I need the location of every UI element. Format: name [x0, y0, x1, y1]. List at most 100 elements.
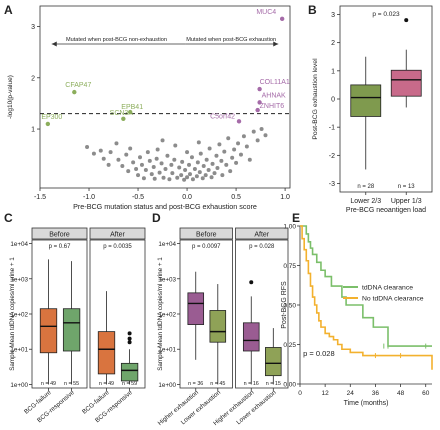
data-point	[224, 162, 229, 167]
data-point	[238, 152, 243, 157]
data-point	[161, 175, 166, 180]
box-c-1-1-box	[120, 362, 139, 382]
data-point	[188, 172, 192, 177]
data-point	[255, 138, 260, 143]
x-tick-label: 12	[322, 390, 330, 397]
y-axis-label: Sample Mean tdDNA copies/ml urine + 1	[9, 257, 16, 371]
point-label: EPB41	[121, 104, 143, 111]
group-n: n = 13	[398, 184, 416, 190]
data-point	[236, 141, 241, 146]
labeled-point	[257, 86, 262, 92]
y-tick-label: 1	[31, 127, 35, 134]
data-point	[154, 156, 159, 161]
data-point	[131, 160, 136, 165]
facet-strip-label: After	[110, 232, 125, 239]
p-value: p = 0.028	[249, 244, 275, 250]
y-tick-label: 0	[331, 97, 335, 104]
facet-strip-label: Before	[196, 232, 217, 239]
data-point	[244, 144, 249, 149]
data-point	[251, 129, 256, 134]
facet-frame	[31, 239, 88, 389]
data-point	[219, 158, 224, 163]
data-point	[197, 170, 202, 175]
y-tick-label: 1	[331, 68, 335, 75]
data-point	[210, 161, 215, 166]
data-point	[143, 168, 148, 173]
data-point	[85, 144, 90, 149]
labeled-point	[121, 116, 126, 121]
x-tick-label: -1.0	[83, 194, 95, 201]
data-point	[152, 176, 157, 181]
x-tick-label: -0.5	[132, 194, 144, 201]
labeled-point	[279, 16, 285, 22]
data-point	[212, 171, 217, 176]
panel-letter-C: C	[4, 211, 13, 225]
labeled-point	[127, 109, 133, 115]
data-point	[124, 152, 129, 157]
data-point	[157, 170, 162, 175]
y-tick-label: 1e+03	[158, 276, 176, 283]
labeled-point	[255, 107, 260, 113]
data-point	[207, 146, 212, 151]
data-point	[172, 157, 177, 162]
y-tick-label: 1e+00	[10, 382, 28, 389]
y-tick-label: 1e+01	[10, 347, 28, 354]
x-tick-label: 60	[422, 390, 430, 397]
data-point	[163, 167, 168, 172]
data-point	[203, 173, 208, 178]
data-point	[196, 140, 201, 145]
y-tick-label: 0.50	[283, 303, 296, 310]
data-point	[234, 160, 239, 165]
survival-curve-0	[300, 225, 432, 347]
arrow-right-head	[273, 41, 279, 47]
x-axis-label: Pre-BCG neoantigen load	[346, 207, 426, 214]
data-point	[214, 153, 219, 158]
p-value: p = 0.023	[372, 11, 400, 18]
x-axis-label: Pre-BCG mutation status and post-BCG exh…	[73, 202, 257, 211]
x-tick-label: 24	[347, 390, 355, 397]
data-point	[126, 169, 131, 174]
x-tick-label: 0	[298, 390, 302, 397]
group-n: n = 45	[210, 381, 225, 387]
p-value: p = 0.0097	[192, 244, 221, 250]
data-point	[204, 157, 209, 162]
p-value: p = 0.67	[49, 244, 72, 250]
arrow-left-head	[51, 41, 57, 47]
y-tick-label: 3	[331, 12, 335, 19]
data-point	[128, 146, 133, 151]
group-n: n = 49	[41, 381, 56, 387]
box-1-outlier	[404, 18, 409, 23]
legend-label: No tdDNA clearance	[362, 296, 424, 303]
group-n: n = 59	[122, 381, 137, 387]
facet-strip	[31, 227, 88, 240]
facet-frame	[179, 239, 233, 389]
x-axis-label: Time (months)	[344, 400, 389, 407]
data-point	[138, 155, 142, 160]
data-point	[185, 150, 190, 155]
data-point	[149, 172, 154, 177]
data-point	[108, 150, 113, 155]
labeled-point	[45, 121, 51, 127]
y-tick-label: 0.00	[283, 382, 296, 389]
data-point	[151, 164, 156, 169]
data-point	[145, 150, 150, 155]
data-point	[177, 165, 182, 170]
y-tick-label: 0.75	[283, 263, 296, 270]
point-label: ZNHIT6	[260, 103, 285, 110]
x-tick-label: 48	[397, 390, 405, 397]
point-label: C5orf42	[210, 113, 235, 120]
data-point	[91, 151, 96, 156]
point-label: CFAP47	[65, 82, 91, 89]
data-point	[155, 147, 160, 152]
box-c-0-1-box	[62, 308, 81, 352]
box-1-box	[390, 69, 422, 97]
labeled-point	[257, 100, 262, 105]
data-point	[114, 141, 119, 146]
data-point	[263, 133, 268, 138]
y-axis-label: Post-BCG RFS	[281, 281, 288, 329]
box-d-0-0-box	[187, 292, 205, 325]
panel-letter-E: E	[292, 211, 300, 225]
group-n: n = 36	[188, 381, 203, 387]
y-tick-label: -2	[329, 153, 335, 160]
arrow-left-label: Mutated when post-BCG non-exhaustion	[66, 37, 167, 43]
